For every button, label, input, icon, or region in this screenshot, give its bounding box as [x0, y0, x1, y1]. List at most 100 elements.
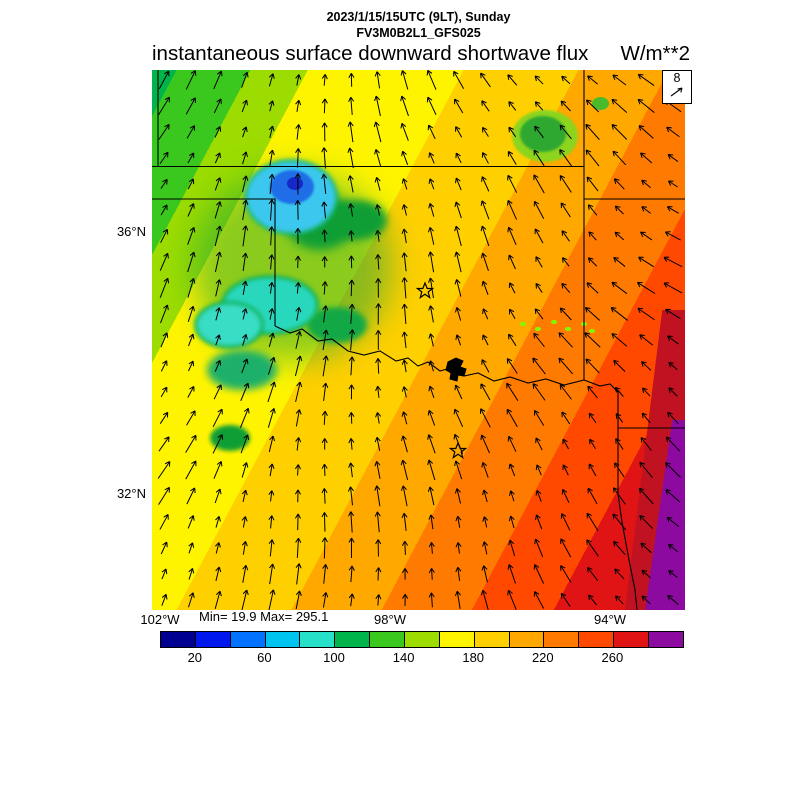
wind-arrow-icon	[402, 593, 409, 606]
wind-arrow-icon	[159, 514, 169, 530]
wind-arrow-icon	[241, 540, 248, 555]
wind-arrow-icon	[214, 542, 221, 554]
wind-arrow-icon	[401, 178, 408, 190]
wind-arrow-icon	[268, 490, 275, 502]
wind-arrow-icon	[348, 438, 355, 450]
wind-arrow-icon	[560, 538, 572, 558]
colorbar-tick-label: 60	[257, 650, 272, 665]
wind-arrow-icon	[614, 231, 625, 241]
wind-arrow-icon	[348, 303, 355, 324]
colorbar-segment	[370, 632, 406, 647]
wind-arrow-icon	[428, 360, 435, 372]
wind-arrow-icon	[641, 206, 651, 214]
wind-arrow-icon	[481, 100, 490, 112]
wind-arrow-icon	[295, 99, 302, 112]
colorbar-segment	[614, 632, 650, 647]
wind-arrow-icon	[612, 74, 627, 86]
colorbar	[160, 631, 684, 648]
wind-arrow-icon	[586, 512, 599, 532]
wind-arrow-icon	[375, 303, 382, 325]
wind-arrow-icon	[267, 381, 277, 403]
wind-arrow-icon	[268, 173, 275, 194]
wind-arrow-icon	[188, 542, 195, 554]
wind-arrow-icon	[375, 254, 382, 270]
wind-arrow-icon	[507, 74, 518, 86]
wind-arrow-icon	[159, 411, 169, 424]
wind-arrows	[157, 70, 683, 610]
state-border-line	[617, 392, 638, 610]
wind-arrow-icon	[400, 70, 409, 90]
wind-arrow-icon	[637, 307, 655, 321]
wind-arrow-icon	[294, 255, 301, 269]
wind-arrow-icon	[641, 361, 652, 371]
colorbar-segment	[230, 632, 266, 647]
wind-arrow-icon	[158, 70, 170, 90]
wind-arrow-icon	[294, 355, 303, 377]
wind-arrow-icon	[535, 464, 542, 476]
colorbar-segment	[335, 632, 371, 647]
wind-arrow-icon	[611, 333, 628, 347]
wind-arrow-icon	[214, 488, 222, 504]
lon-tick-label: 94°W	[594, 612, 626, 627]
model-heading: FV3M0B2L1_GFS025	[356, 26, 481, 40]
wind-arrow-icon	[509, 490, 515, 502]
wind-arrow-icon	[347, 175, 354, 193]
wind-arrow-icon	[532, 383, 546, 401]
wind-arrow-icon	[455, 360, 462, 372]
wind-arrow-icon	[588, 412, 597, 424]
wind-arrow-icon	[479, 408, 491, 428]
wind-arrow-icon	[613, 256, 626, 267]
wind-arrow-icon	[187, 305, 195, 322]
wind-arrow-icon	[348, 565, 355, 583]
wind-arrow-icon	[508, 126, 517, 138]
wind-arrow-icon	[587, 204, 598, 216]
wind-arrow-icon	[242, 151, 248, 165]
wind-arrow-icon	[268, 589, 276, 610]
wind-arrow-icon	[613, 540, 626, 555]
wind-arrow-icon	[268, 539, 275, 557]
wind-arrow-icon	[375, 330, 382, 350]
wind-arrow-icon	[322, 382, 329, 401]
colorbar-tick-label: 260	[601, 650, 624, 665]
wind-arrow-icon	[185, 97, 196, 115]
wind-arrow-icon	[294, 513, 302, 531]
wind-arrow-icon	[454, 488, 462, 504]
wind-arrow-icon	[562, 464, 569, 476]
star-marker	[448, 441, 468, 459]
wind-arrow-icon	[667, 335, 679, 345]
star-marker	[415, 281, 435, 299]
wind-arrow-icon	[213, 98, 222, 114]
wind-arrow-icon	[213, 460, 223, 479]
wind-arrow-icon	[268, 73, 275, 87]
wind-arrow-icon	[506, 382, 519, 402]
wind-arrow-icon	[215, 307, 222, 321]
wind-arrow-icon	[508, 539, 516, 557]
wind-arrow-icon	[481, 280, 489, 296]
wind-arrow-icon	[508, 308, 516, 320]
wind-arrow-icon	[589, 438, 596, 450]
wind-arrow-icon	[295, 437, 302, 451]
wind-arrow-icon	[455, 177, 462, 191]
wind-arrow-icon	[614, 568, 625, 580]
wind-arrow-icon	[348, 279, 355, 297]
wind-arrow-icon	[454, 251, 462, 273]
wind-arrow-icon	[321, 438, 328, 450]
wind-arrow-icon	[560, 565, 572, 583]
wind-arrow-icon	[374, 95, 381, 117]
wind-arrow-icon	[185, 460, 197, 480]
wind-arrow-icon	[375, 412, 382, 424]
wind-arrow-icon	[348, 72, 355, 87]
wind-arrow-icon	[480, 72, 491, 88]
wind-arrow-icon	[348, 537, 355, 559]
wind-arrow-icon	[560, 513, 571, 531]
wind-arrow-icon	[668, 361, 678, 371]
wind-arrow-icon	[242, 225, 249, 247]
wind-arrow-icon	[160, 332, 169, 348]
colorbar-segment	[579, 632, 615, 647]
wind-arrow-icon	[533, 409, 545, 426]
wind-arrow-icon	[428, 514, 435, 530]
wind-arrow-icon	[454, 384, 463, 400]
wind-arrow-icon	[322, 592, 329, 608]
wind-arrow-icon	[214, 177, 222, 191]
wind-arrow-icon	[267, 408, 276, 428]
